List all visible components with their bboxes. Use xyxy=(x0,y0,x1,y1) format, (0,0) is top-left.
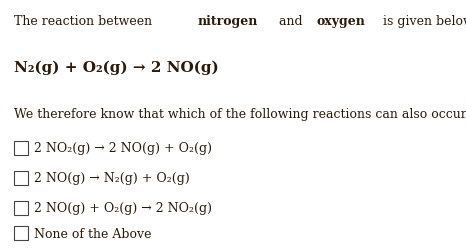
Text: is given below:: is given below: xyxy=(379,15,466,28)
Text: The reaction between: The reaction between xyxy=(14,15,156,28)
Bar xyxy=(14,171,28,185)
Text: 2 NO₂(g) → 2 NO(g) + O₂(g): 2 NO₂(g) → 2 NO(g) + O₂(g) xyxy=(34,142,212,154)
Text: None of the Above: None of the Above xyxy=(34,227,151,239)
Text: N₂(g) + O₂(g) → 2 NO(g): N₂(g) + O₂(g) → 2 NO(g) xyxy=(14,60,219,74)
Text: oxygen: oxygen xyxy=(316,15,365,28)
Text: 2 NO(g) + O₂(g) → 2 NO₂(g): 2 NO(g) + O₂(g) → 2 NO₂(g) xyxy=(34,202,212,214)
Bar xyxy=(14,201,28,215)
Text: 2 NO(g) → N₂(g) + O₂(g): 2 NO(g) → N₂(g) + O₂(g) xyxy=(34,172,189,184)
Bar xyxy=(14,141,28,155)
Text: and: and xyxy=(275,15,307,28)
Text: We therefore know that which of the following reactions can also occur?: We therefore know that which of the foll… xyxy=(14,108,466,120)
Text: nitrogen: nitrogen xyxy=(198,15,258,28)
Bar xyxy=(14,226,28,240)
